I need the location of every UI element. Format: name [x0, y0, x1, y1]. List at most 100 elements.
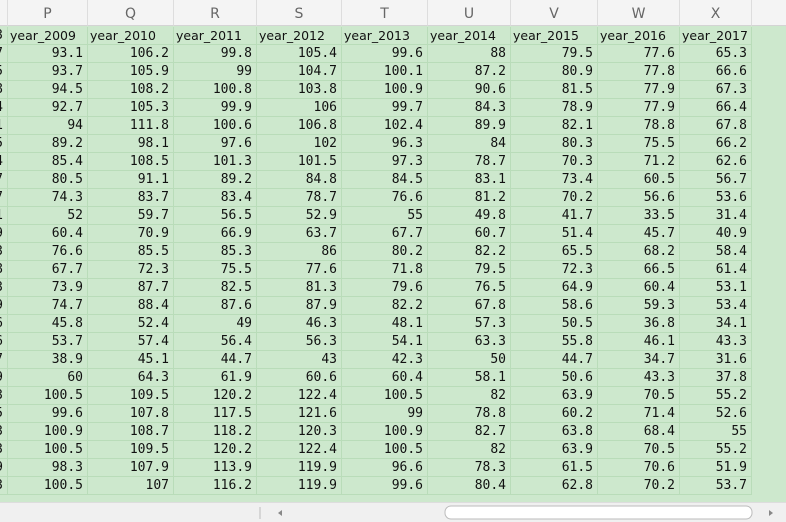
data-cell[interactable]: 50.6	[511, 369, 598, 387]
data-cell[interactable]: 52	[8, 207, 88, 225]
data-cell[interactable]: 48.1	[342, 315, 428, 333]
data-cell[interactable]: 105.4	[257, 45, 342, 63]
data-cell[interactable]: 100.5	[342, 441, 428, 459]
clipped-cell[interactable]: 6	[0, 333, 8, 351]
data-cell[interactable]: 41.7	[511, 207, 598, 225]
data-cell[interactable]: 53.6	[680, 189, 752, 207]
data-cell[interactable]: 45.8	[8, 315, 88, 333]
data-cell[interactable]: 84.8	[257, 171, 342, 189]
data-cell[interactable]: 67.7	[8, 261, 88, 279]
data-cell[interactable]: 33.5	[598, 207, 680, 225]
data-cell[interactable]: 100.9	[342, 423, 428, 441]
data-cell[interactable]: 84	[428, 135, 511, 153]
header-cell[interactable]: year_2009	[8, 27, 88, 45]
data-cell[interactable]: 38.9	[8, 351, 88, 369]
data-cell[interactable]: 66.4	[680, 99, 752, 117]
clipped-cell[interactable]: 7	[0, 45, 8, 63]
data-cell[interactable]: 72.3	[88, 261, 174, 279]
data-cell[interactable]: 53.4	[680, 297, 752, 315]
data-cell[interactable]: 63.8	[511, 423, 598, 441]
data-cell[interactable]: 84.5	[342, 171, 428, 189]
clipped-cell[interactable]: 5	[0, 135, 8, 153]
data-cell[interactable]: 63.9	[511, 441, 598, 459]
data-cell[interactable]: 100.8	[174, 81, 257, 99]
data-cell[interactable]: 81.2	[428, 189, 511, 207]
data-cell[interactable]: 82.2	[428, 243, 511, 261]
data-cell[interactable]: 82.2	[342, 297, 428, 315]
data-cell[interactable]: 111.8	[88, 117, 174, 135]
data-cell[interactable]: 82	[428, 387, 511, 405]
data-cell[interactable]: 60.4	[342, 369, 428, 387]
data-cell[interactable]: 61.9	[174, 369, 257, 387]
data-cell[interactable]: 52.9	[257, 207, 342, 225]
clipped-cell[interactable]: 7	[0, 351, 8, 369]
clipped-cell[interactable]: 3	[0, 477, 8, 495]
data-cell[interactable]: 107	[88, 477, 174, 495]
data-cell[interactable]: 63.3	[428, 333, 511, 351]
scroll-right-arrow[interactable]	[769, 510, 773, 516]
header-cell[interactable]: year_2016	[598, 27, 680, 45]
data-cell[interactable]: 66.6	[680, 63, 752, 81]
data-cell[interactable]: 49.8	[428, 207, 511, 225]
data-cell[interactable]: 52.4	[88, 315, 174, 333]
column-letter[interactable]: S	[257, 0, 342, 26]
data-cell[interactable]: 121.6	[257, 405, 342, 423]
data-cell[interactable]: 65.3	[680, 45, 752, 63]
data-cell[interactable]: 45.7	[598, 225, 680, 243]
data-cell[interactable]: 93.7	[8, 63, 88, 81]
data-cell[interactable]: 120.2	[174, 387, 257, 405]
clipped-cell[interactable]: 5	[0, 405, 8, 423]
data-cell[interactable]: 70.6	[598, 459, 680, 477]
data-cell[interactable]: 78.7	[257, 189, 342, 207]
data-cell[interactable]: 55	[680, 423, 752, 441]
scroll-left-arrow[interactable]	[278, 510, 282, 516]
data-cell[interactable]: 58.6	[511, 297, 598, 315]
data-cell[interactable]: 50	[428, 351, 511, 369]
header-cell[interactable]: year_2010	[88, 27, 174, 45]
data-cell[interactable]: 76.5	[428, 279, 511, 297]
data-cell[interactable]: 57.4	[88, 333, 174, 351]
data-cell[interactable]: 67.3	[680, 81, 752, 99]
data-cell[interactable]: 55.8	[511, 333, 598, 351]
data-cell[interactable]: 101.3	[174, 153, 257, 171]
column-letter[interactable]: T	[342, 0, 428, 26]
data-cell[interactable]: 109.5	[88, 441, 174, 459]
data-cell[interactable]: 46.1	[598, 333, 680, 351]
column-letter[interactable]: X	[680, 0, 752, 26]
clipped-cell[interactable]: 3	[0, 441, 8, 459]
data-cell[interactable]: 96.6	[342, 459, 428, 477]
data-cell[interactable]: 65.5	[511, 243, 598, 261]
data-cell[interactable]: 55	[342, 207, 428, 225]
header-cell[interactable]: year_2015	[511, 27, 598, 45]
data-cell[interactable]: 88	[428, 45, 511, 63]
data-cell[interactable]: 108.7	[88, 423, 174, 441]
data-cell[interactable]: 80.3	[511, 135, 598, 153]
data-cell[interactable]: 79.5	[511, 45, 598, 63]
data-cell[interactable]: 34.7	[598, 351, 680, 369]
data-cell[interactable]: 57.3	[428, 315, 511, 333]
data-cell[interactable]: 120.3	[257, 423, 342, 441]
data-cell[interactable]: 80.4	[428, 477, 511, 495]
data-cell[interactable]: 85.3	[174, 243, 257, 261]
data-cell[interactable]: 60.4	[8, 225, 88, 243]
data-cell[interactable]: 120.2	[174, 441, 257, 459]
data-cell[interactable]: 77.6	[257, 261, 342, 279]
data-cell[interactable]: 99.9	[174, 99, 257, 117]
data-cell[interactable]: 109.5	[88, 387, 174, 405]
header-cell[interactable]: year_2012	[257, 27, 342, 45]
data-cell[interactable]: 31.6	[680, 351, 752, 369]
clipped-cell[interactable]: 4	[0, 99, 8, 117]
data-cell[interactable]: 58.1	[428, 369, 511, 387]
data-cell[interactable]: 67.7	[342, 225, 428, 243]
data-cell[interactable]: 70.5	[598, 387, 680, 405]
data-cell[interactable]: 43.3	[680, 333, 752, 351]
data-cell[interactable]: 100.5	[342, 387, 428, 405]
data-cell[interactable]: 100.5	[8, 441, 88, 459]
data-cell[interactable]: 94.5	[8, 81, 88, 99]
clipped-cell[interactable]: 5	[0, 63, 8, 81]
horizontal-scrollbar[interactable]	[0, 502, 786, 522]
clipped-cell[interactable]: 9	[0, 225, 8, 243]
data-cell[interactable]: 100.9	[8, 423, 88, 441]
data-cell[interactable]: 82.7	[428, 423, 511, 441]
data-cell[interactable]: 45.1	[88, 351, 174, 369]
